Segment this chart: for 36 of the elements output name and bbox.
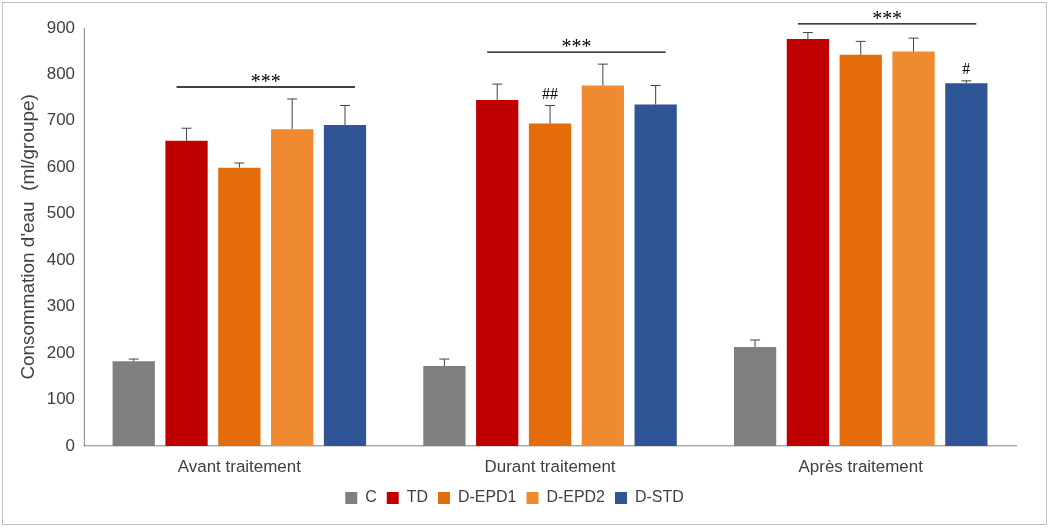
annotation: *** [872, 7, 903, 30]
bar [271, 129, 314, 446]
y-tick-label: 500 [46, 203, 76, 223]
y-tick-label: 400 [46, 249, 76, 269]
legend-label: TD [406, 488, 428, 506]
bar [634, 104, 677, 446]
y-tick-label: 100 [46, 389, 76, 409]
y-tick-label: 700 [46, 110, 76, 130]
x-tick-label: Durant traitement [484, 456, 616, 476]
y-tick-label: 0 [65, 435, 76, 455]
y-tick-label: 300 [46, 296, 76, 316]
y-tick-label: 900 [46, 17, 76, 37]
bar [165, 140, 208, 446]
y-tick-label: 200 [46, 342, 76, 362]
annotation: *** [561, 35, 592, 58]
bar [218, 167, 261, 446]
annotation: ## [542, 84, 559, 102]
bar [786, 39, 830, 446]
x-tick-label: Après traitement [798, 456, 924, 476]
bar [581, 85, 624, 446]
bar [839, 54, 882, 446]
y-tick-label: 800 [46, 64, 76, 84]
annotation: *** [250, 70, 281, 93]
y-tick-label: 600 [46, 156, 76, 176]
bar [892, 51, 935, 446]
x-tick-label: Avant traitement [177, 456, 302, 476]
legend-label: C [365, 488, 377, 506]
bar [945, 83, 988, 446]
legend-label: D-EPD1 [457, 488, 517, 506]
legend-label: D-EPD2 [546, 488, 606, 506]
legend-label: D-STD [634, 488, 684, 506]
annotation: # [962, 60, 971, 78]
bar [323, 124, 367, 446]
bar [476, 99, 519, 446]
bar [528, 123, 572, 446]
y-axis-title: Consommation d'eau (ml/groupe) [16, 94, 38, 380]
